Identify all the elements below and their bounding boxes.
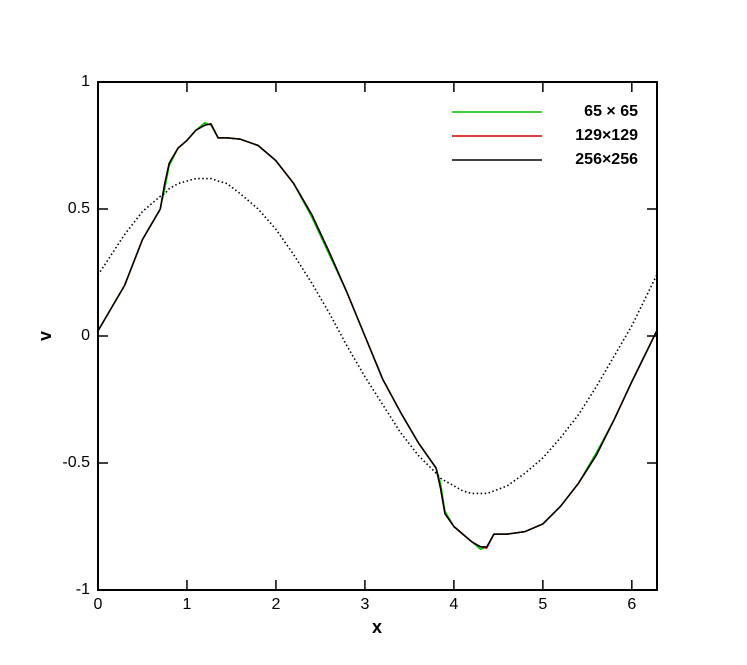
legend-label: 256×256 [575, 151, 638, 168]
y-tick-label: 0.5 [68, 200, 90, 217]
x-axis-label: x [372, 617, 382, 637]
y-tick-label: 1 [81, 73, 90, 90]
series-line [97, 123, 658, 548]
x-tick-label: 1 [183, 596, 192, 613]
x-tick-label: 4 [449, 596, 458, 613]
series-line [97, 177, 658, 495]
x-tick-label: 2 [271, 596, 280, 613]
legend-label: 129×129 [575, 127, 638, 144]
x-tick-label: 6 [627, 596, 636, 613]
x-tick-label: 3 [360, 596, 369, 613]
x-tick-label: 0 [94, 596, 103, 613]
plot-frame [97, 81, 658, 591]
y-axis-label: v [35, 331, 55, 341]
series-line [97, 123, 658, 549]
y-tick-label: 0 [81, 327, 90, 344]
x-tick-label: 5 [538, 596, 547, 613]
y-tick-label: -1 [76, 581, 90, 598]
series-line [97, 121, 658, 551]
legend-label: 65 × 65 [584, 103, 638, 120]
y-tick-label: -0.5 [62, 454, 90, 471]
